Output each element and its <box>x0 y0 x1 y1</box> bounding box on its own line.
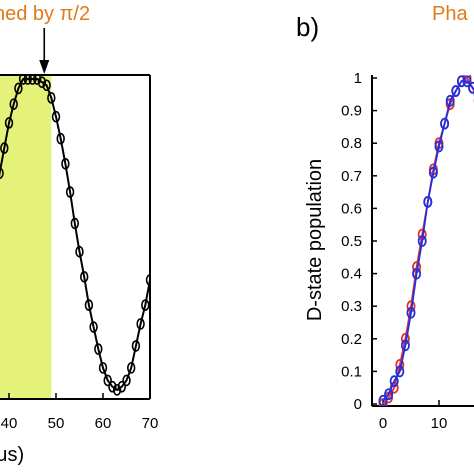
panel-a: 40 50 60 70 ned by π/2 μs) <box>0 3 158 466</box>
data-point <box>468 81 474 94</box>
y-tick-label: 0.5 <box>341 233 362 250</box>
data-point <box>33 75 42 85</box>
data-point <box>384 388 394 401</box>
data-point <box>98 362 108 374</box>
data-point <box>65 186 75 198</box>
panel-label: b) <box>296 12 319 42</box>
data-point <box>84 299 94 311</box>
data-point <box>0 142 9 154</box>
data-point <box>434 140 444 153</box>
data-point <box>42 79 51 92</box>
series-group <box>378 75 474 406</box>
data-point <box>75 245 84 258</box>
y-tick-labels: 0 0.1 0.2 0.3 0.4 0.5 0.6 0.7 0.8 0.9 1 <box>341 70 377 413</box>
data-point <box>56 132 65 145</box>
series-line <box>382 80 474 402</box>
data-point <box>4 117 14 129</box>
y-tick-label: 0.4 <box>341 266 362 283</box>
data-point <box>89 321 98 333</box>
data-point <box>28 75 37 85</box>
data-point <box>9 98 18 110</box>
data-point <box>23 75 32 85</box>
data-point <box>406 306 416 319</box>
y-tick-label: 0.8 <box>341 135 362 152</box>
data-point <box>428 166 438 179</box>
x-tick-label: 10 <box>431 415 448 432</box>
data-point <box>117 380 127 393</box>
y-axis-label: D-state population <box>304 159 326 321</box>
data-point <box>126 362 136 374</box>
x-tick-label: 40 <box>1 415 18 432</box>
x-tick-labels: 40 50 60 70 <box>1 393 159 432</box>
y-tick-label: 0.1 <box>341 363 362 380</box>
y-tick-label: 0.9 <box>341 103 362 120</box>
data-point <box>131 340 141 352</box>
data-point <box>122 374 131 387</box>
x-tick-label: 60 <box>95 415 112 432</box>
arrow-head <box>39 60 50 74</box>
x-tick-label: 0 <box>379 415 387 432</box>
y-tick-label: 0.3 <box>341 298 362 315</box>
data-point <box>0 167 4 179</box>
panel-title: Pha <box>432 3 468 25</box>
data-point <box>94 343 103 355</box>
data-point <box>79 271 89 283</box>
data-point <box>417 235 427 247</box>
data-point <box>395 365 405 378</box>
y-tick-label: 0 <box>354 396 362 413</box>
data-point <box>47 92 56 104</box>
x-axis-label: μs) <box>0 444 24 466</box>
data-point <box>440 117 450 130</box>
data-point <box>18 75 28 85</box>
annotation-text: ned by π/2 <box>0 3 90 25</box>
series-line <box>382 76 474 405</box>
data-point <box>108 380 117 393</box>
y-tick-label: 0.2 <box>341 331 362 348</box>
highlight-region <box>0 75 52 399</box>
data-point <box>136 318 145 330</box>
data-point <box>400 339 410 352</box>
data-point <box>378 394 388 406</box>
data-point <box>103 374 112 387</box>
y-tick-label: 1 <box>354 70 362 87</box>
annotation-arrow <box>39 28 50 74</box>
data-point <box>423 195 433 208</box>
data-point <box>462 75 472 88</box>
data-point <box>141 299 150 311</box>
series-line <box>0 78 150 392</box>
y-tick-label: 0.6 <box>341 200 362 217</box>
panel-b: b) Pha D-state population 00.10.20.30.40… <box>296 3 474 432</box>
data-point <box>445 94 455 107</box>
data-point <box>61 157 70 170</box>
data-point <box>112 384 122 396</box>
data-point <box>145 274 150 286</box>
data-point <box>14 82 23 95</box>
data-point <box>389 375 399 388</box>
data-point <box>456 75 466 88</box>
series-group <box>0 75 150 396</box>
x-tick-labels: 0 10 <box>379 400 448 432</box>
data-point <box>37 76 47 88</box>
y-tick-label: 0.7 <box>341 168 362 185</box>
data-point <box>51 110 61 123</box>
x-tick-label: 70 <box>142 415 159 432</box>
data-point <box>412 267 422 280</box>
data-point <box>451 85 461 97</box>
x-tick-label: 50 <box>48 415 65 432</box>
data-point <box>70 217 80 230</box>
